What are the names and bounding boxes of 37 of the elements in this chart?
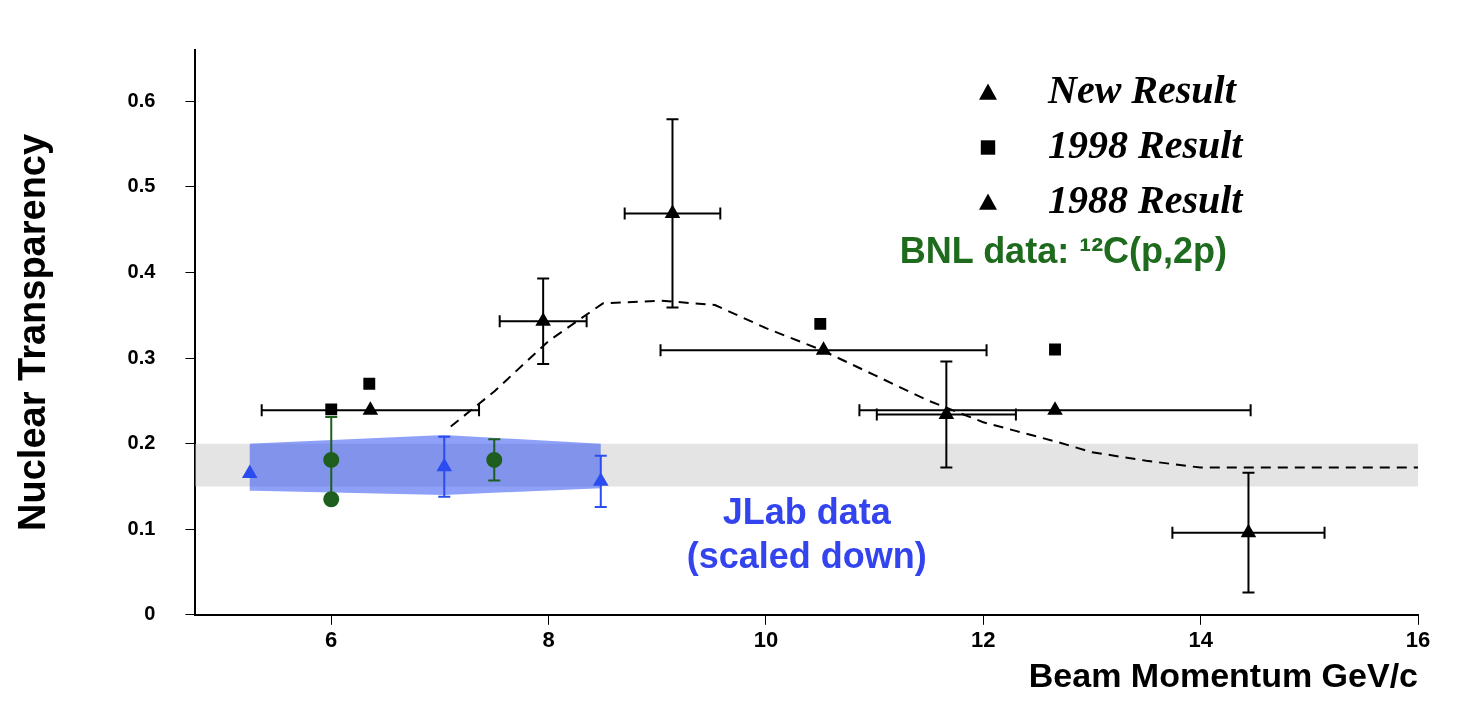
x-tick-label: 12 — [971, 627, 996, 653]
point — [665, 205, 680, 218]
point — [816, 342, 831, 355]
x-axis-title: Beam Momentum GeV/c — [1028, 655, 1418, 694]
y-axis-title: Nuclear Transparency — [11, 133, 54, 531]
annotation: JLab data (scaled down) — [686, 490, 927, 576]
annotation: BNL data: ¹²C(p,2p) — [899, 230, 1228, 272]
point — [1049, 343, 1061, 356]
point — [437, 458, 452, 472]
point — [323, 451, 340, 468]
point — [939, 406, 954, 420]
y-tick-label: 0.1 — [127, 516, 156, 539]
x-tick-label: 6 — [325, 627, 338, 653]
point — [1047, 402, 1063, 415]
y-tick-label: 0.6 — [127, 88, 156, 111]
x-tick-label: 16 — [1405, 627, 1431, 653]
y-tick-label: 0 — [144, 602, 156, 625]
point — [814, 317, 827, 330]
legend-label: 1998 Result — [1048, 121, 1245, 167]
x-tick-label: 10 — [753, 627, 779, 653]
point — [325, 403, 338, 416]
point — [323, 491, 340, 508]
y-tick-label: 0.2 — [127, 431, 156, 454]
legend-label: New Result — [1047, 66, 1238, 112]
y-tick-label: 0.3 — [127, 345, 156, 368]
y-tick-label: 0.5 — [127, 174, 156, 197]
point — [363, 402, 378, 415]
point — [1241, 524, 1256, 538]
x-tick-label: 14 — [1188, 627, 1214, 653]
point — [536, 313, 551, 326]
point — [486, 451, 503, 468]
point — [242, 465, 257, 479]
point — [593, 473, 608, 486]
point — [363, 377, 376, 390]
y-tick-label: 0.4 — [127, 260, 157, 283]
x-tick-label: 8 — [542, 627, 555, 653]
legend-label: 1988 Result — [1048, 176, 1245, 222]
